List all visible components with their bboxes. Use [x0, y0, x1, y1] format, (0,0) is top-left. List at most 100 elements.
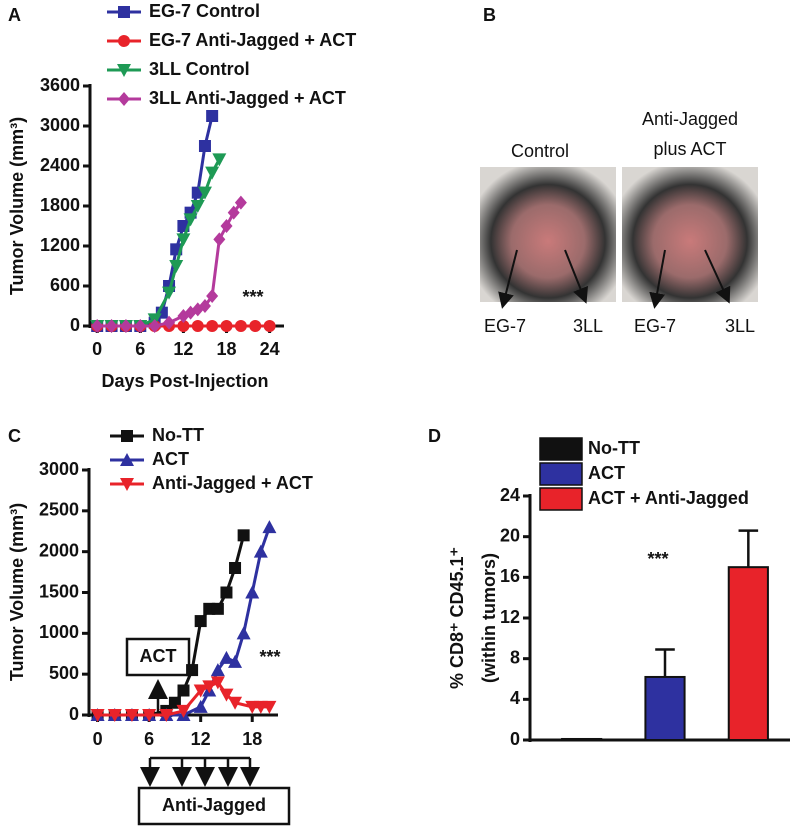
x-tick-label: 6: [135, 339, 145, 359]
y-tick-label: 1000: [39, 622, 79, 642]
legend-label: ACT + Anti-Jagged: [588, 488, 749, 508]
legend-label: Anti-Jagged + ACT: [152, 473, 313, 493]
marker: [220, 320, 233, 332]
marker: [206, 289, 219, 303]
photo-label: EG-7: [484, 316, 526, 336]
marker: [228, 654, 243, 668]
marker: [193, 684, 208, 698]
marker: [206, 320, 219, 332]
marker: [213, 232, 226, 247]
marker: [121, 430, 133, 442]
marker: [177, 320, 190, 332]
marker: [197, 186, 212, 200]
annotation: ***: [647, 549, 668, 569]
marker: [163, 315, 176, 330]
marker: [205, 166, 220, 180]
x-tick-label: 12: [191, 729, 211, 749]
legend-label: No-TT: [152, 425, 204, 445]
y-axis-label: Tumor Volume (mm³): [7, 117, 27, 295]
x-tick-label: 18: [217, 339, 237, 359]
marker: [118, 92, 130, 106]
bar: [644, 675, 686, 742]
photo-title: Control: [511, 141, 569, 161]
photo: [480, 167, 616, 302]
legend-label: 3LL Control: [149, 59, 250, 79]
annotation-box: [137, 786, 291, 826]
y-tick-label: 4: [510, 688, 520, 708]
x-tick-label: 6: [144, 729, 154, 749]
y-tick-label: 0: [70, 315, 80, 335]
series-line: [97, 201, 243, 328]
marker: [212, 153, 227, 167]
y-tick-label: 24: [500, 485, 520, 505]
marker: [198, 140, 211, 152]
marker: [193, 699, 208, 713]
marker: [229, 562, 242, 574]
y-tick-label: 600: [50, 275, 80, 295]
marker: [211, 602, 224, 615]
marker: [234, 195, 247, 210]
x-tick-label: 12: [173, 339, 193, 359]
y-tick-label: 1500: [39, 581, 79, 601]
marker: [220, 219, 233, 233]
annotation-box: [125, 637, 191, 677]
legend-label: ACT: [588, 463, 625, 483]
y-tick-label: 3600: [40, 75, 80, 95]
marker: [262, 700, 277, 714]
marker: [90, 709, 105, 722]
marker: [220, 586, 233, 599]
y-tick-label: 1200: [40, 235, 80, 255]
marker: [118, 35, 130, 47]
marker: [249, 320, 262, 332]
marker: [120, 453, 134, 466]
legend-label: No-TT: [588, 438, 640, 458]
marker: [190, 200, 205, 213]
x-tick-label: 0: [93, 729, 103, 749]
marker: [219, 650, 234, 664]
y-tick-label: 20: [500, 525, 520, 545]
marker: [234, 320, 247, 332]
bar: [727, 566, 769, 742]
panel-letter: D: [428, 426, 441, 446]
marker: [191, 320, 204, 332]
marker: [117, 64, 131, 77]
marker: [176, 704, 191, 718]
legend-swatch: [539, 437, 583, 461]
legend-label: 3LL Anti-Jagged + ACT: [149, 88, 346, 108]
y-axis-label: % CD8⁺ CD45.1⁺: [447, 547, 467, 689]
marker: [202, 680, 217, 694]
marker: [186, 664, 199, 677]
marker: [210, 676, 225, 690]
annotation: ACT: [140, 646, 177, 666]
y-tick-label: 1800: [40, 195, 80, 215]
y-tick-label: 3000: [40, 115, 80, 135]
y-tick-label: 0: [510, 729, 520, 749]
marker: [134, 319, 147, 333]
marker: [263, 320, 276, 332]
y-tick-label: 2000: [39, 540, 79, 560]
series-line: [97, 115, 214, 328]
marker: [194, 615, 207, 628]
photo-label: 3LL: [725, 316, 755, 336]
y-tick-label: 2500: [39, 500, 79, 520]
x-tick-label: 24: [260, 339, 280, 359]
x-axis-label: Days Post-Injection: [101, 371, 268, 391]
photo: [622, 167, 758, 302]
marker: [124, 709, 139, 722]
marker: [91, 319, 104, 333]
marker: [159, 709, 174, 722]
marker: [219, 688, 234, 702]
y-axis-label: Tumor Volume (mm³): [7, 503, 27, 681]
marker: [237, 529, 250, 542]
annotation: Anti-Jagged: [162, 795, 266, 815]
annotation: ***: [259, 647, 280, 667]
annotation: ***: [242, 287, 263, 307]
x-tick-label: 18: [242, 729, 262, 749]
panel-letter: A: [8, 5, 21, 25]
photo-panel: B Control Anti-Jagged plus ACT EG-7 3LL …: [480, 5, 758, 336]
legend-swatch: [539, 487, 583, 511]
marker: [177, 684, 190, 697]
marker: [162, 286, 177, 300]
marker: [176, 233, 191, 247]
